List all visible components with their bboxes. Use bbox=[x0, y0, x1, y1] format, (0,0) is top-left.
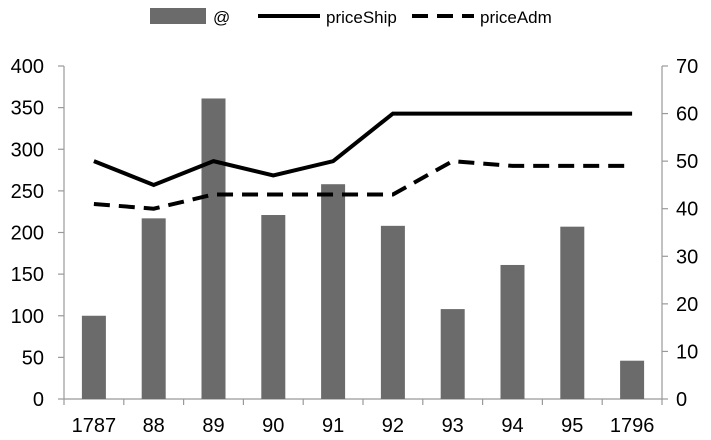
bar bbox=[620, 360, 645, 399]
left-tick-label: 100 bbox=[11, 306, 44, 328]
left-tick-label: 0 bbox=[33, 389, 44, 411]
x-tick-label: 88 bbox=[143, 415, 165, 437]
x-tick-label: 89 bbox=[202, 415, 224, 437]
bar bbox=[321, 184, 346, 399]
right-tick-label: 60 bbox=[676, 104, 698, 126]
bar bbox=[380, 225, 405, 399]
bar bbox=[560, 226, 585, 399]
left-tick-label: 350 bbox=[11, 98, 44, 120]
left-tick-label: 250 bbox=[11, 181, 44, 203]
x-tick-label: 1787 bbox=[72, 415, 117, 437]
bar bbox=[81, 315, 106, 399]
bar-series bbox=[81, 98, 645, 399]
line-series bbox=[93, 111, 633, 211]
x-tick-label: 92 bbox=[382, 415, 404, 437]
left-tick-label: 50 bbox=[22, 347, 44, 369]
legend-swatch bbox=[150, 8, 206, 24]
series-line-priceShip bbox=[93, 111, 633, 188]
x-tick-label: 1796 bbox=[610, 415, 655, 437]
left-tick-label: 150 bbox=[11, 264, 44, 286]
bar bbox=[500, 264, 525, 399]
legend: @ priceShip priceAdm bbox=[150, 8, 552, 27]
right-tick-label: 0 bbox=[676, 389, 687, 411]
x-tick-label: 94 bbox=[501, 415, 523, 437]
bar bbox=[141, 218, 166, 399]
left-tick-label: 300 bbox=[11, 139, 44, 161]
x-tick-label: 95 bbox=[561, 415, 583, 437]
legend-label: @ bbox=[213, 8, 230, 27]
right-tick-label: 50 bbox=[676, 151, 698, 173]
x-tick-label: 91 bbox=[322, 415, 344, 437]
bar bbox=[201, 98, 226, 399]
right-tick-label: 20 bbox=[676, 294, 698, 316]
x-tick-label: 93 bbox=[442, 415, 464, 437]
right-tick-label: 40 bbox=[676, 199, 698, 221]
right-tick-label: 30 bbox=[676, 246, 698, 268]
right-tick-label: 10 bbox=[676, 341, 698, 363]
x-tick-label: 90 bbox=[262, 415, 284, 437]
bar bbox=[440, 309, 465, 399]
legend-label: priceAdm bbox=[480, 8, 552, 27]
axes: 0 50 100 150 200 250 300 350 400 0 10 20 30 40 50 60 70 1… bbox=[11, 56, 699, 437]
right-tick-label: 70 bbox=[676, 56, 698, 78]
series-line-priceAdm bbox=[93, 159, 633, 211]
left-tick-label: 200 bbox=[11, 223, 44, 245]
left-tick-label: 400 bbox=[11, 56, 44, 78]
bar bbox=[261, 215, 286, 399]
legend-label: priceShip bbox=[326, 8, 397, 27]
